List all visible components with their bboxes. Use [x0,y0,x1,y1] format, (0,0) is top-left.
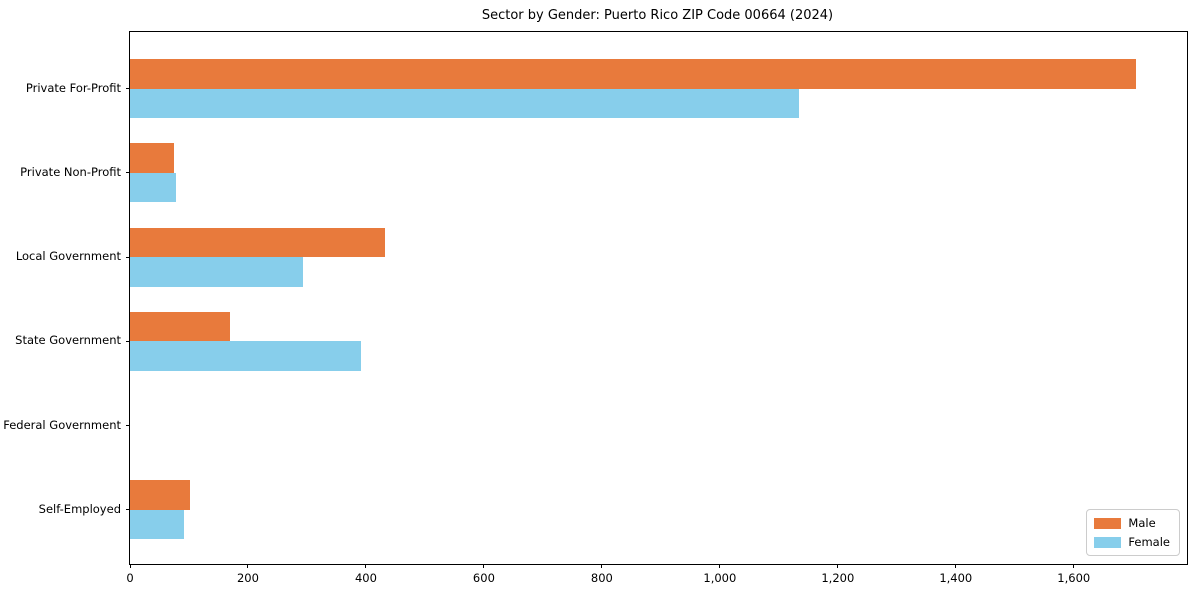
bar-female-private-non-profit [130,172,176,203]
legend-item-male: Male [1094,516,1170,530]
x-tick-600 [483,564,485,568]
y-tick-label-private-non-profit: Private Non-Profit [20,164,121,179]
x-tick-400 [365,564,367,568]
y-tick-label-federal-government: Federal Government [3,417,121,432]
bar-male-state-government [130,311,231,342]
y-tick-label-private-for-profit: Private For-Profit [25,80,121,95]
x-tick-label-400: 400 [354,571,377,585]
legend-swatch-male [1094,517,1122,529]
legend-label-female: Female [1128,535,1170,549]
legend: Male Female [1086,509,1180,556]
y-tick-label-local-government: Local Government [15,249,121,264]
bar-male-local-government [130,227,385,258]
x-tick-label-200: 200 [236,571,259,585]
x-tick-label-800: 800 [590,571,613,585]
legend-item-female: Female [1094,535,1170,549]
x-tick-1400 [955,564,957,568]
x-tick-1600 [1073,564,1075,568]
x-tick-label-1600: 1,600 [1057,571,1091,585]
x-tick-label-1000: 1,000 [703,571,737,585]
x-tick-0 [129,564,131,568]
bar-male-private-non-profit [130,143,174,173]
y-tick-federal-government [126,425,130,426]
bar-female-local-government [130,257,303,287]
legend-label-male: Male [1128,516,1156,530]
bar-female-self-employed [130,509,185,540]
bar-female-state-government [130,341,362,371]
x-tick-label-600: 600 [472,571,495,585]
y-tick-label-state-government: State Government [15,333,121,348]
x-tick-800 [601,564,603,568]
bar-male-self-employed [130,480,190,510]
x-tick-200 [247,564,249,568]
y-tick-private-for-profit [126,88,130,90]
chart-title: Sector by Gender: Puerto Rico ZIP Code 0… [481,8,834,23]
y-tick-local-government [126,256,130,258]
x-tick-label-1200: 1,200 [821,571,855,585]
legend-swatch-female [1094,536,1122,548]
bar-female-private-for-profit [130,88,799,119]
y-tick-private-non-profit [126,172,130,174]
x-tick-1000 [719,564,721,568]
plot-area: Male Female Private For-Profit Private Non… [3,31,1188,585]
y-tick-self-employed [126,509,130,511]
bar-male-private-for-profit [130,59,1137,89]
x-tick-label-0: 0 [126,571,134,585]
y-tick-state-government [126,340,130,342]
y-tick-label-self-employed: Self-Employed [38,501,121,516]
x-tick-label-1400: 1,400 [939,571,973,585]
x-tick-1200 [837,564,839,568]
